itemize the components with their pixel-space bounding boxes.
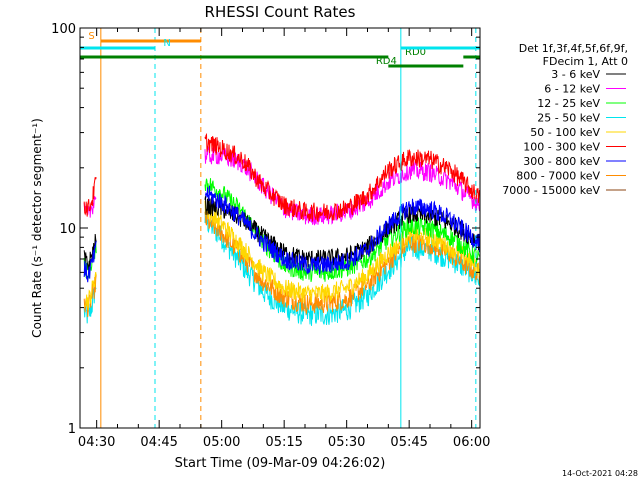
x-tick-label: 04:45: [140, 435, 177, 450]
series-line-50-100-kev-seg1: [204, 200, 480, 303]
series-line-300-800-kev-seg1: [204, 185, 480, 275]
legend-entry-label: 3 - 6 keV: [551, 68, 600, 81]
legend-entry-label: 800 - 7000 keV: [516, 170, 600, 183]
x-tick-label: 05:00: [203, 435, 240, 450]
y-tick-label: 1: [68, 422, 76, 437]
chart-title: RHESSI Count Rates: [205, 3, 356, 21]
x-tick-label: 05:45: [390, 435, 427, 450]
x-tick-label: 04:30: [78, 435, 115, 450]
footer-timestamp: 14-Oct-2021 04:28: [562, 469, 638, 478]
legend-header: FDecim 1, Att 0: [543, 55, 628, 68]
axis-layer: 04:30 04:45 05:00 05:15 05:30 05:45 06:00 1 10 10…: [51, 22, 490, 450]
x-tick-label: 05:15: [265, 435, 302, 450]
legend-entry-label: 12 - 25 keV: [537, 97, 600, 110]
state-bar-label: S: [88, 31, 94, 42]
legend-header: Det 1f,3f,4f,5f,6f,9f,: [519, 42, 628, 55]
state-bar-label: RD4: [376, 56, 397, 67]
x-tick-label: 06:00: [453, 435, 490, 450]
state-bar-label: RD0: [405, 47, 426, 58]
series-line-50-100-kev-seg0: [83, 272, 97, 311]
legend-entry-label: 50 - 100 keV: [530, 126, 600, 139]
state-bar-label: N: [163, 38, 170, 49]
y-tick-label: 10: [59, 222, 76, 237]
series-line-100-300-kev-seg1: [204, 132, 480, 223]
legend: Det 1f,3f,4f,5f,6f,9f,FDecim 1, Att 03 -…: [502, 42, 628, 197]
legend-entry-label: 25 - 50 keV: [537, 112, 600, 125]
series-line-25-50-kev-seg1: [204, 209, 480, 326]
legend-entry-label: 100 - 300 keV: [523, 141, 600, 154]
series-layer: [83, 132, 480, 326]
legend-entry-label: 300 - 800 keV: [523, 155, 600, 168]
series-line-12-25-kev-seg1: [204, 178, 480, 282]
legend-entry-label: 6 - 12 keV: [544, 83, 600, 96]
series-line-100-300-kev-seg0: [83, 177, 97, 217]
y-axis-label: Count Rate (s⁻¹ detector segment⁻¹): [30, 118, 44, 338]
x-tick-label: 05:30: [328, 435, 365, 450]
legend-entry-label: 7000 - 15000 keV: [502, 184, 600, 197]
y-tick-label: 100: [51, 22, 76, 37]
series-line-300-800-kev-seg0: [83, 241, 97, 283]
x-axis-label: Start Time (09-Mar-09 04:26:02): [175, 456, 386, 471]
